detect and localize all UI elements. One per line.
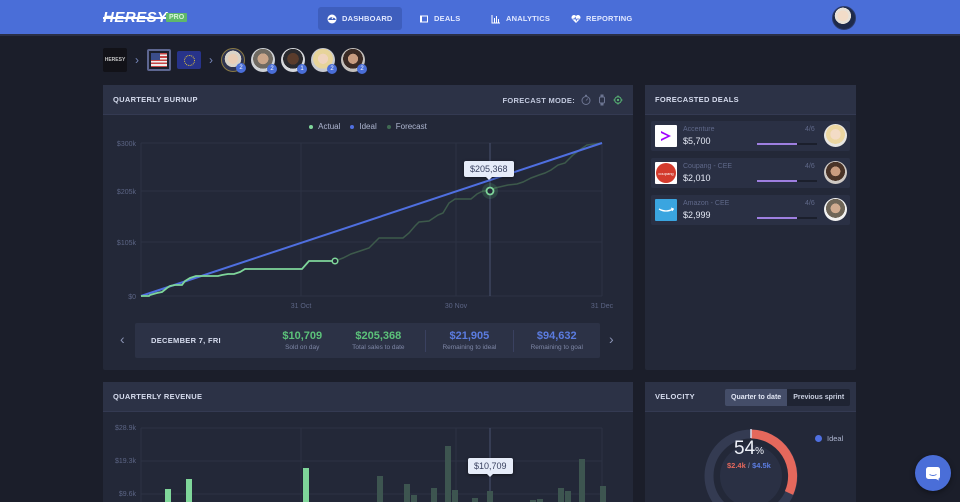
velocity-gauge	[704, 429, 798, 502]
team-member-avatar[interactable]: 2	[311, 48, 337, 74]
stat-remaining-ideal: $21,905 Remaining to ideal	[442, 330, 497, 351]
team-member-avatar[interactable]: 2	[251, 48, 277, 74]
deal-progress	[757, 217, 817, 219]
tab-quarter-to-date[interactable]: Quarter to date	[725, 389, 788, 406]
svg-text:$9.6k: $9.6k	[119, 491, 137, 498]
svg-text:$105k: $105k	[117, 240, 137, 247]
svg-text:$300k: $300k	[117, 141, 137, 148]
breadcrumb: HERESY › › 2 2 1 2 2	[103, 46, 367, 74]
divider	[425, 329, 427, 352]
velocity-title: VELOCITY	[655, 392, 695, 401]
burnup-card: QUARTERLY BURNUP FORECAST MODE: Actual I…	[103, 85, 633, 370]
chevron-right-icon: ›	[209, 53, 213, 67]
velocity-percent: 54%	[734, 438, 765, 459]
forecasted-deals-card: FORECASTED DEALS Accenture $5,700 4/6 co…	[645, 85, 856, 370]
next-day-button[interactable]: ›	[609, 331, 614, 347]
prev-day-button[interactable]: ‹	[120, 331, 125, 347]
legend-ideal[interactable]: Ideal	[350, 122, 377, 131]
revenue-chart[interactable]: $28.9k $19.3k $9.6k	[103, 382, 633, 502]
svg-text:30 Nov: 30 Nov	[445, 303, 468, 310]
stopwatch-icon[interactable]	[581, 94, 591, 106]
stat-sold-on-day: $10,709 Sold on day	[282, 330, 323, 351]
stat-remaining-goal: $94,632 Remaining to goal	[530, 330, 583, 351]
velocity-amounts: $2.4k / $4.5k	[727, 461, 771, 470]
target-icon[interactable]	[613, 94, 623, 106]
svg-text:$205k: $205k	[117, 189, 137, 196]
summary-date: DECEMBER 7, FRI	[151, 336, 221, 345]
velocity-legend-ideal[interactable]: Ideal	[815, 434, 843, 443]
coupang-logo: coupang	[655, 162, 677, 184]
velocity-range-toggle: Quarter to date Previous sprint	[725, 389, 851, 406]
book-icon	[420, 15, 428, 22]
team-member-avatar[interactable]: 2	[341, 48, 367, 74]
velocity-card: VELOCITY Quarter to date Previous sprint…	[645, 382, 856, 502]
day-summary: DECEMBER 7, FRI $10,709 Sold on day $205…	[135, 323, 600, 358]
deal-owner-avatar[interactable]	[824, 161, 847, 184]
user-avatar[interactable]	[832, 6, 856, 30]
deal-item[interactable]: Accenture $5,700 4/6	[651, 121, 850, 151]
revenue-tooltip: $10,709	[468, 458, 513, 477]
burnup-tooltip: $205,368	[464, 161, 514, 180]
nav-reporting[interactable]: REPORTING	[562, 7, 641, 30]
deal-item[interactable]: Amazon - CEE $2,999 4/6	[651, 195, 850, 225]
deals-header: FORECASTED DEALS	[645, 85, 856, 115]
nav-dashboard[interactable]: DASHBOARD	[318, 7, 402, 30]
deals-title: FORECASTED DEALS	[655, 95, 739, 104]
team-member-avatar[interactable]: 2	[221, 48, 246, 73]
burnup-title: QUARTERLY BURNUP	[113, 95, 198, 104]
svg-text:$19.3k: $19.3k	[115, 458, 137, 465]
top-nav: HERESY PRO DASHBOARD DEALS ANALYTICS REP…	[0, 0, 960, 36]
deal-progress	[757, 143, 817, 145]
burnup-header: QUARTERLY BURNUP FORECAST MODE:	[103, 85, 633, 115]
revenue-card: QUARTERLY REVENUE $28.9k $19.3k $9.6k	[103, 382, 633, 502]
svg-text:31 Oct: 31 Oct	[291, 303, 312, 310]
nav-analytics[interactable]: ANALYTICS	[482, 7, 559, 30]
svg-text:$28.9k: $28.9k	[115, 425, 137, 432]
chevron-right-icon: ›	[135, 53, 139, 67]
legend-forecast[interactable]: Forecast	[386, 122, 427, 131]
deal-owner-avatar[interactable]	[824, 124, 847, 147]
divider	[512, 329, 514, 352]
bar-chart-icon	[491, 14, 500, 23]
us-flag-icon[interactable]	[147, 49, 171, 71]
burnup-legend: Actual Ideal Forecast	[103, 122, 633, 131]
revenue-header: QUARTERLY REVENUE	[103, 382, 633, 412]
forecast-mode-label: FORECAST MODE:	[502, 95, 575, 105]
ideal-dot-icon	[815, 435, 822, 442]
brand-logo[interactable]: HERESY	[103, 9, 168, 26]
tab-previous-sprint[interactable]: Previous sprint	[787, 389, 851, 406]
chat-support-button[interactable]	[915, 455, 951, 491]
heartbeat-icon	[571, 14, 581, 23]
svg-text:31 Dec: 31 Dec	[591, 303, 614, 310]
deal-item[interactable]: coupang Coupang - CEE $2,010 4/6	[651, 158, 850, 188]
revenue-title: QUARTERLY REVENUE	[113, 392, 203, 401]
svg-text:$0: $0	[128, 294, 136, 301]
nav-deals[interactable]: DEALS	[410, 7, 469, 30]
deal-progress	[757, 180, 817, 182]
team-member-avatar[interactable]: 1	[281, 48, 307, 74]
burnup-chart[interactable]: $300k $205k $105k $0 31 Oct 30 Nov 31 De…	[103, 85, 633, 315]
accenture-logo	[655, 125, 677, 147]
deal-owner-avatar[interactable]	[824, 198, 847, 221]
legend-actual[interactable]: Actual	[309, 122, 340, 131]
gauge-icon	[327, 14, 337, 23]
company-logo[interactable]: HERESY	[103, 48, 127, 72]
eu-flag-icon[interactable]	[177, 51, 201, 69]
watch-icon[interactable]	[597, 94, 607, 106]
amazon-logo	[655, 199, 677, 221]
pro-badge: PRO	[166, 13, 188, 22]
forecast-mode: FORECAST MODE:	[502, 85, 623, 115]
stat-total-sales: $205,368 Total sales to date	[352, 330, 405, 351]
chat-icon	[926, 466, 940, 480]
